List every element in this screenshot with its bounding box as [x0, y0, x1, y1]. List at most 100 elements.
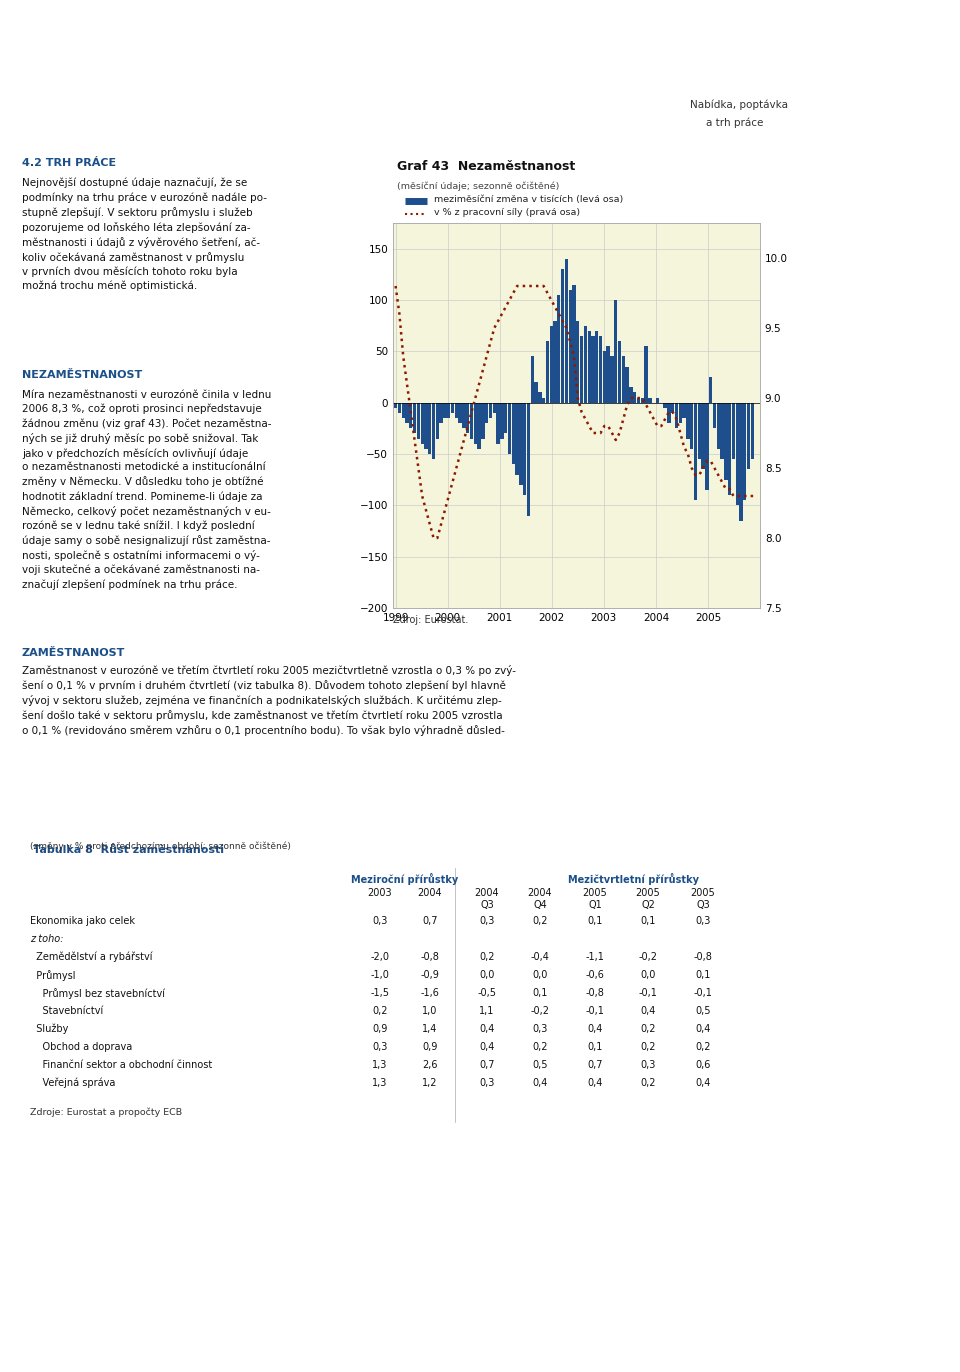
Text: 0,4: 0,4 [479, 1024, 494, 1034]
Bar [607, 346, 610, 402]
Bar [633, 392, 636, 402]
Text: 0,1: 0,1 [532, 988, 548, 997]
Text: Nejnovější dostupné údaje naznačují, že se
podmínky na trhu práce v eurozóně nad: Nejnovější dostupné údaje naznačují, že … [22, 178, 267, 291]
Text: -0,8: -0,8 [586, 988, 605, 997]
Text: -1,5: -1,5 [371, 988, 390, 997]
Text: Služby: Služby [30, 1024, 68, 1034]
Text: 1,0: 1,0 [422, 1006, 438, 1017]
Text: -0,1: -0,1 [638, 988, 658, 997]
Bar [542, 398, 545, 402]
Bar [679, 402, 682, 423]
Bar [546, 342, 549, 402]
Bar [576, 321, 580, 402]
Bar [735, 402, 739, 505]
Bar [683, 402, 685, 418]
Text: Zemědělství a rybářství: Zemědělství a rybářství [30, 952, 153, 963]
Text: Průmysl: Průmysl [30, 970, 76, 981]
Text: HOSPODÁŘSKÝ: HOSPODÁŘSKÝ [878, 21, 956, 30]
Bar [706, 402, 708, 490]
Text: 0,4: 0,4 [695, 1024, 710, 1034]
Bar [409, 402, 413, 428]
Text: Obchod a doprava: Obchod a doprava [30, 1041, 132, 1052]
Text: Mezičtvrtletní přírůstky: Mezičtvrtletní přírůstky [567, 873, 699, 885]
Bar [591, 336, 594, 402]
Text: -0,2: -0,2 [638, 952, 658, 962]
Text: VÝVOJ: VÝVOJ [901, 56, 933, 66]
Text: -1,1: -1,1 [586, 952, 605, 962]
Bar [656, 398, 660, 402]
Text: -1,6: -1,6 [420, 988, 440, 997]
Bar [394, 402, 397, 407]
Bar [557, 295, 561, 402]
Text: (změny v % proti předchozímu období; sezonně očištěné): (změny v % proti předchozímu období; sez… [30, 842, 291, 852]
Text: ECB: ECB [905, 1305, 929, 1314]
Text: 0,3: 0,3 [372, 1041, 388, 1052]
Text: -0,1: -0,1 [586, 1006, 605, 1017]
Bar [636, 398, 640, 402]
Bar [459, 402, 462, 423]
Bar [504, 402, 507, 434]
Bar [489, 402, 492, 418]
Text: 0,6: 0,6 [695, 1061, 710, 1070]
Text: Nabídka, poptávka: Nabídka, poptávka [690, 100, 788, 111]
Bar [436, 402, 439, 439]
Bar [424, 402, 427, 449]
Text: 0,9: 0,9 [422, 1041, 438, 1052]
Text: meziměsíční změna v tisících (levá osa): meziměsíční změna v tisících (levá osa) [434, 195, 624, 204]
Bar [481, 402, 485, 439]
Text: Měsíční bulletin: Měsíční bulletin [890, 1325, 945, 1331]
Text: 0,2: 0,2 [479, 952, 494, 962]
Text: 0,4: 0,4 [588, 1024, 603, 1034]
Text: 0,4: 0,4 [532, 1078, 548, 1088]
Bar [644, 346, 648, 402]
Bar [516, 402, 518, 475]
Text: -0,4: -0,4 [531, 952, 549, 962]
Text: 2005
Q2: 2005 Q2 [636, 888, 660, 910]
Bar [588, 331, 590, 402]
Text: 0,2: 0,2 [695, 1041, 710, 1052]
Bar [599, 336, 602, 402]
Bar [444, 402, 446, 418]
Bar [535, 383, 538, 402]
Bar [618, 342, 621, 402]
Bar [712, 402, 716, 428]
Bar [622, 357, 625, 402]
Text: 0,2: 0,2 [532, 916, 548, 926]
Bar [747, 402, 751, 469]
Bar [648, 398, 652, 402]
Text: Veřejná správa: Veřejná správa [30, 1078, 115, 1088]
Bar [686, 402, 689, 439]
Text: 0,4: 0,4 [479, 1041, 494, 1052]
Text: Ekonomika jako celek: Ekonomika jako celek [30, 916, 135, 926]
Bar [417, 402, 420, 439]
Bar [663, 402, 667, 407]
Text: 0,1: 0,1 [640, 916, 656, 926]
Text: 0,5: 0,5 [695, 1006, 710, 1017]
Text: 2005
Q1: 2005 Q1 [583, 888, 608, 910]
Text: 0,3: 0,3 [479, 1078, 494, 1088]
Bar [485, 402, 489, 423]
Text: (měsíční údaje; sezonně očištěné): (měsíční údaje; sezonně očištěné) [397, 181, 560, 191]
Text: a trh práce: a trh práce [706, 118, 763, 129]
Text: -0,8: -0,8 [693, 952, 712, 962]
Bar [732, 402, 735, 460]
Text: 0,3: 0,3 [695, 916, 710, 926]
Bar [549, 325, 553, 402]
Bar [720, 402, 724, 460]
Text: 0,7: 0,7 [422, 916, 438, 926]
Bar [523, 402, 526, 495]
Bar [611, 357, 613, 402]
Bar [709, 377, 712, 402]
Bar [447, 402, 450, 418]
Bar [626, 366, 629, 402]
Bar [553, 321, 557, 402]
Text: Stavebníctví: Stavebníctví [30, 1006, 104, 1017]
Text: -0,8: -0,8 [420, 952, 440, 962]
Text: 2005
Q3: 2005 Q3 [690, 888, 715, 910]
Text: 0,3: 0,3 [532, 1024, 548, 1034]
Text: -0,1: -0,1 [693, 988, 712, 997]
Text: -2,0: -2,0 [371, 952, 390, 962]
Bar [512, 402, 515, 464]
Bar [508, 402, 511, 454]
Bar [440, 402, 443, 423]
